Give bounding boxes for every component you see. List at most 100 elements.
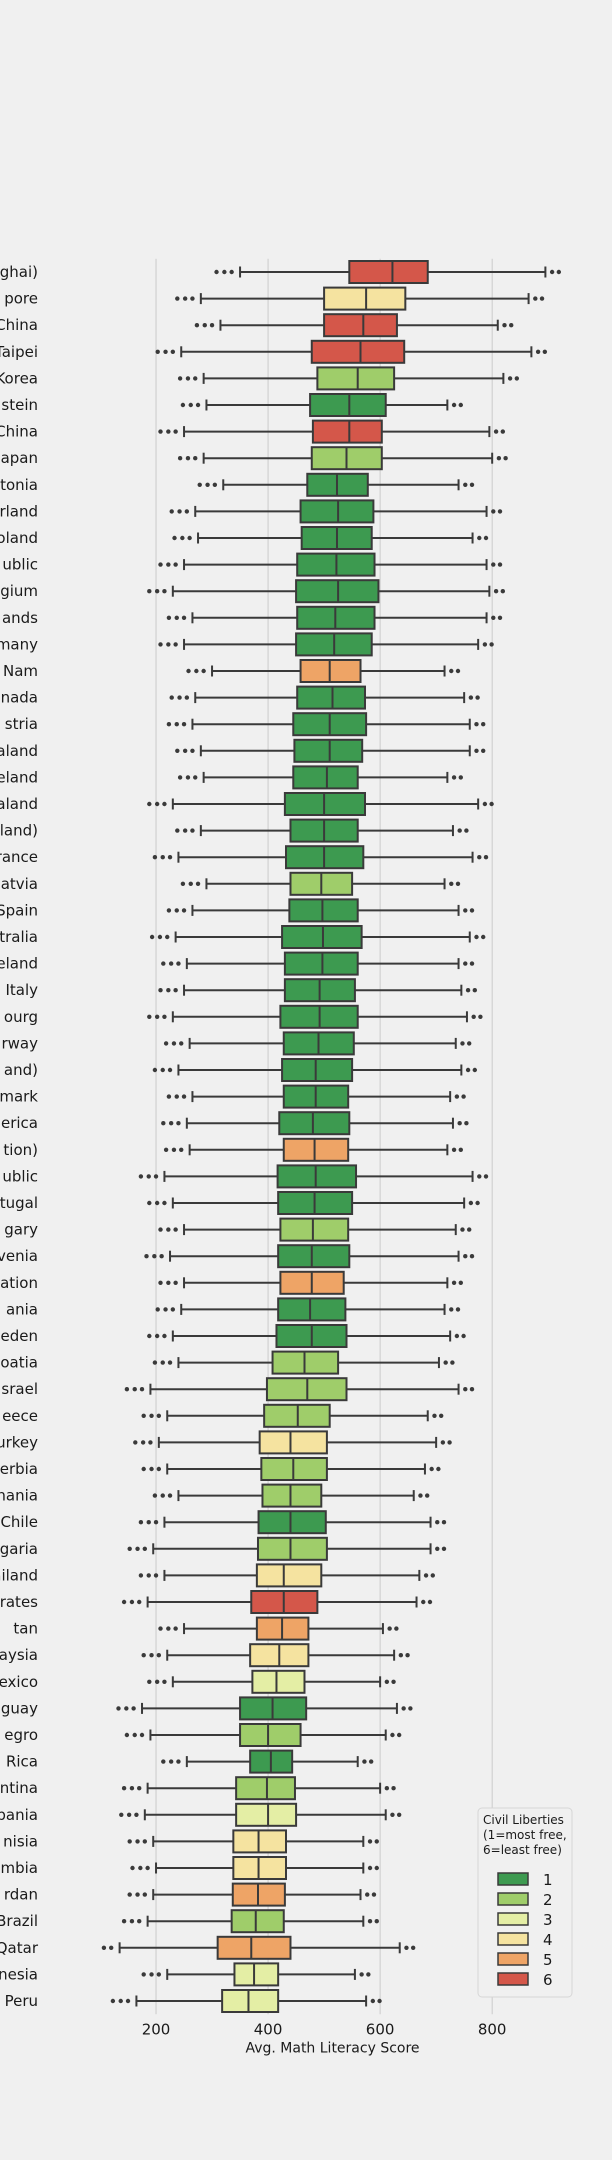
outlier-point xyxy=(169,509,174,514)
box-61 xyxy=(127,1882,377,1907)
outlier-point xyxy=(147,1014,152,1019)
box-iqr xyxy=(281,925,363,949)
outlier-point xyxy=(509,323,514,328)
outlier-point xyxy=(156,1413,162,1419)
box-iqr xyxy=(288,898,359,923)
outlier-point xyxy=(135,1546,140,1552)
box-30 xyxy=(152,1058,478,1082)
outlier-point xyxy=(374,1919,379,1924)
outlier-point xyxy=(440,1440,446,1445)
outlier-point xyxy=(129,1599,135,1605)
outlier-point xyxy=(110,1998,116,2004)
outlier-point xyxy=(161,1121,166,1126)
category-label-43: eece xyxy=(2,1407,38,1425)
box-62 xyxy=(121,1909,379,1934)
outlier-point xyxy=(145,1865,150,1871)
box-iqr xyxy=(299,499,375,524)
box-54 xyxy=(116,1696,413,1721)
outlier-point xyxy=(556,269,562,275)
category-label-47: Chile xyxy=(0,1513,38,1531)
legend-swatch-5 xyxy=(497,1952,529,1966)
outlier-point xyxy=(465,988,471,993)
box-29 xyxy=(163,1031,472,1056)
box-28 xyxy=(147,1004,483,1029)
box-iqr xyxy=(232,1829,288,1854)
outlier-point xyxy=(147,1333,152,1339)
outlier-point xyxy=(131,1706,136,1711)
box-iqr xyxy=(323,313,398,338)
outlier-point xyxy=(174,615,179,620)
box-iqr xyxy=(232,1856,288,1880)
outlier-point xyxy=(138,1174,144,1179)
box-37 xyxy=(144,1244,475,1269)
outlier-point xyxy=(539,296,545,301)
outlier-point xyxy=(421,1599,426,1605)
outlier-point xyxy=(507,376,513,381)
outlier-point xyxy=(481,748,486,753)
outlier-point xyxy=(138,1865,143,1871)
outlier-point xyxy=(454,1094,460,1099)
box-iqr xyxy=(279,1217,350,1242)
category-label-60: mbia xyxy=(1,1859,39,1877)
category-label-21: land) xyxy=(0,822,38,840)
outlier-point xyxy=(195,881,201,886)
x-tick-label-200: 200 xyxy=(142,2020,171,2038)
outlier-point xyxy=(184,695,190,700)
legend-label-4: 4 xyxy=(543,1931,553,1949)
outlier-point xyxy=(135,1892,140,1897)
outlier-point xyxy=(167,1067,173,1073)
outlier-point xyxy=(502,323,507,328)
outlier-point xyxy=(132,1387,137,1392)
x-tick-label-800: 800 xyxy=(478,2020,507,2038)
outlier-point xyxy=(365,1892,370,1897)
outlier-point xyxy=(454,1333,460,1339)
outlier-point xyxy=(175,748,180,753)
outlier-point xyxy=(168,1759,174,1764)
box-59 xyxy=(127,1829,379,1854)
outlier-point xyxy=(469,482,475,487)
box-10 xyxy=(172,526,489,550)
outlier-point xyxy=(374,1839,379,1844)
box-5 xyxy=(180,393,463,417)
category-label-55: egro xyxy=(4,1726,38,1744)
outlier-point xyxy=(477,855,482,860)
outlier-point xyxy=(472,1067,478,1073)
box-iqr xyxy=(258,1430,328,1455)
box-iqr xyxy=(281,1058,354,1082)
box-iqr xyxy=(278,1111,351,1136)
box-iqr xyxy=(296,685,366,710)
outlier-point xyxy=(158,1227,163,1232)
category-label-33: tion) xyxy=(3,1141,38,1159)
box-36 xyxy=(158,1217,472,1242)
outlier-point xyxy=(182,828,188,833)
outlier-point xyxy=(101,1945,107,1951)
outlier-point xyxy=(172,535,177,541)
outlier-point xyxy=(458,402,463,408)
outlier-point xyxy=(450,1360,455,1365)
outlier-point xyxy=(149,1466,154,1472)
category-label-11: ublic xyxy=(2,556,38,574)
outlier-point xyxy=(148,1440,153,1445)
box-21 xyxy=(175,818,469,843)
box-iqr xyxy=(282,1137,350,1162)
outlier-point xyxy=(466,1227,472,1232)
category-label-15: Nam xyxy=(3,662,38,680)
outlier-point xyxy=(463,1387,468,1392)
outlier-point xyxy=(132,1732,137,1738)
outlier-point xyxy=(174,1094,179,1099)
outlier-point xyxy=(129,1919,135,1924)
box-iqr xyxy=(235,1802,298,1827)
outlier-point xyxy=(126,1812,132,1818)
outlier-point xyxy=(193,456,198,461)
outlier-point xyxy=(179,1041,184,1046)
outlier-point xyxy=(396,1732,402,1738)
box-15 xyxy=(186,659,461,683)
outlier-point xyxy=(149,934,155,940)
outlier-point xyxy=(181,615,187,620)
outlier-point xyxy=(458,775,463,780)
outlier-point xyxy=(493,429,499,434)
category-label-45: erbia xyxy=(0,1460,38,1478)
outlier-point xyxy=(427,1599,433,1605)
outlier-point xyxy=(137,1786,142,1791)
outlier-point xyxy=(124,1732,130,1738)
